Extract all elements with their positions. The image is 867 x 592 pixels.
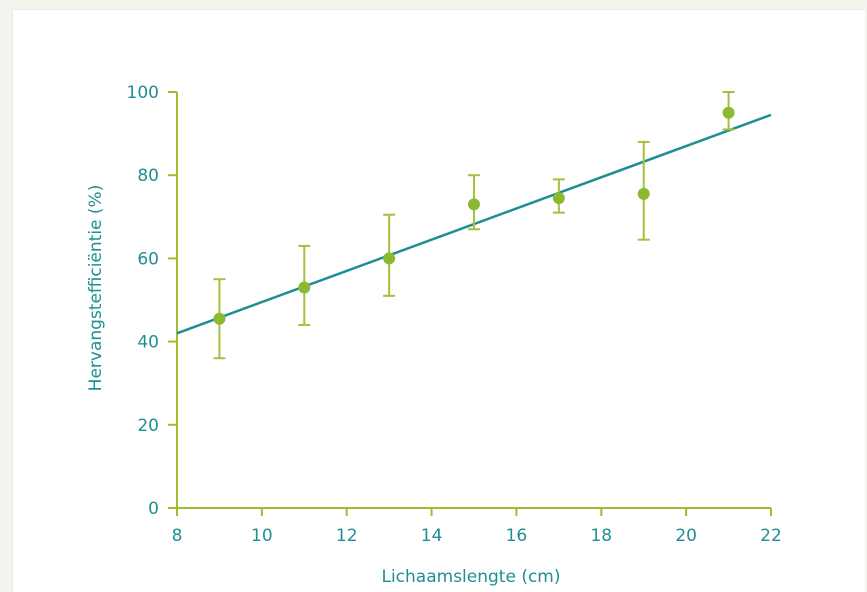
data-points: [213, 106, 735, 325]
chart-frame: [12, 9, 865, 592]
error-bars: [213, 91, 735, 360]
y-tick-label: 100: [127, 83, 159, 103]
y-tick-label: 20: [137, 416, 159, 436]
x-tick-label: 14: [421, 526, 443, 546]
data-point: [383, 252, 396, 265]
data-point: [722, 106, 735, 119]
data-point: [637, 187, 650, 200]
x-tick-label: 12: [336, 526, 358, 546]
axes: [176, 92, 771, 509]
y-axis-title: Hervangstefficiëntie (%): [86, 185, 106, 392]
y-tick-label: 80: [137, 166, 159, 186]
y-tick-label: 0: [148, 499, 159, 519]
ticks: 0 20 40 60 80 100 8 10 12 14 16 18 20 22: [127, 83, 782, 546]
x-tick-label: 20: [675, 526, 697, 546]
y-tick-label: 60: [137, 249, 159, 269]
x-axis-title: Lichaamslengte (cm): [381, 567, 560, 587]
y-tick-label: 40: [137, 333, 159, 353]
x-tick-label: 18: [590, 526, 612, 546]
x-tick-label: 16: [506, 526, 528, 546]
data-point: [298, 281, 311, 294]
x-tick-label: 8: [172, 526, 183, 546]
x-tick-label: 10: [251, 526, 273, 546]
data-point: [552, 192, 565, 205]
data-point: [213, 312, 226, 325]
x-tick-label: 22: [760, 526, 782, 546]
data-point: [468, 198, 480, 211]
